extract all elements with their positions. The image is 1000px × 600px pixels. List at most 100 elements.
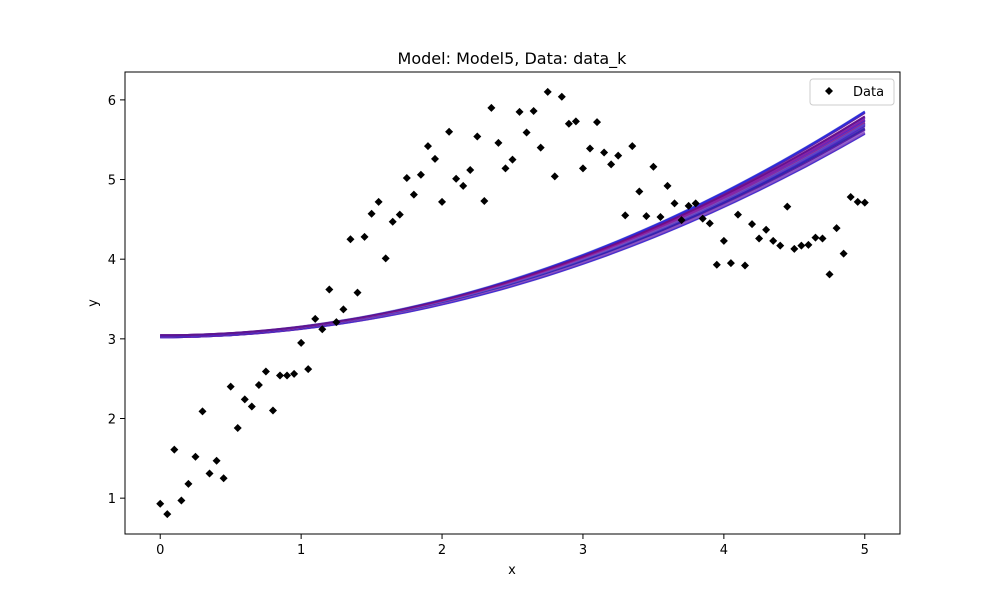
data-point — [804, 240, 813, 249]
data-point — [508, 155, 517, 164]
data-point — [184, 479, 193, 488]
data-point — [741, 261, 749, 270]
data-point — [381, 254, 390, 263]
x-tick-label: 1 — [297, 543, 305, 558]
data-point — [571, 117, 580, 126]
chart-title: Model: Model5, Data: data_k — [398, 49, 628, 69]
data-point — [776, 241, 785, 250]
data-point — [628, 142, 637, 151]
data-point — [388, 217, 397, 226]
data-point — [748, 220, 757, 229]
data-point — [635, 187, 644, 196]
data-point — [459, 181, 468, 190]
data-point — [600, 148, 609, 157]
y-tick-label: 5 — [108, 174, 116, 189]
data-point — [226, 382, 235, 391]
x-tick-label: 4 — [720, 543, 728, 558]
data-point — [769, 236, 778, 245]
data-point — [170, 445, 179, 454]
data-point — [705, 219, 714, 228]
data-point — [466, 165, 475, 174]
data-point — [332, 318, 341, 327]
data-point — [212, 456, 221, 465]
data-point — [487, 103, 496, 112]
data-point — [557, 92, 566, 101]
data-point — [656, 212, 665, 221]
data-point — [536, 143, 545, 152]
data-point — [473, 132, 482, 141]
data-point — [839, 249, 848, 258]
data-point — [593, 118, 602, 127]
data-point — [360, 232, 369, 241]
data-point — [247, 402, 256, 411]
data-point — [550, 172, 559, 181]
y-tick-label: 2 — [108, 413, 116, 428]
y-axis-label: y — [86, 299, 101, 307]
x-tick-label: 0 — [156, 543, 164, 558]
data-point — [755, 234, 764, 243]
x-axis: 0 1 2 3 4 5 — [156, 534, 869, 558]
data-point — [261, 367, 270, 376]
data-point — [670, 199, 679, 208]
data-point — [283, 371, 292, 380]
data-point — [325, 285, 334, 294]
data-point — [860, 198, 869, 207]
data-point — [832, 224, 841, 233]
data-point — [578, 164, 587, 173]
legend-marker-data — [825, 87, 833, 95]
data-point — [529, 107, 538, 116]
data-point — [853, 197, 862, 206]
y-tick-label: 3 — [108, 333, 116, 348]
data-point — [698, 214, 707, 223]
data-point — [607, 160, 616, 169]
data-point — [395, 210, 404, 219]
data-point — [797, 241, 806, 250]
data-point — [480, 197, 489, 206]
data-point — [191, 452, 200, 461]
data-point — [254, 381, 263, 390]
x-tick-label: 5 — [861, 543, 869, 558]
data-point — [564, 119, 573, 128]
data-point — [445, 127, 454, 136]
data-point — [402, 173, 411, 182]
data-point — [290, 369, 299, 378]
data-point — [438, 197, 447, 206]
data-point — [233, 424, 242, 433]
data-point — [733, 210, 742, 219]
data-point — [297, 338, 306, 347]
data-point — [409, 190, 418, 199]
data-point — [762, 225, 771, 234]
data-point — [240, 395, 249, 404]
data-point — [304, 365, 313, 374]
data-point — [219, 474, 228, 483]
y-tick-label: 4 — [108, 253, 116, 268]
data-point — [790, 244, 799, 253]
x-tick-label: 2 — [438, 543, 446, 558]
x-axis-label: x — [508, 563, 516, 578]
data-point — [712, 260, 721, 269]
data-point — [416, 170, 425, 179]
data-point — [642, 212, 651, 221]
data-point — [811, 233, 820, 242]
data-point — [494, 138, 503, 147]
data-point — [318, 325, 327, 334]
data-point — [353, 288, 362, 297]
data-point — [663, 181, 672, 190]
curves-layer — [160, 110, 866, 339]
data-point — [177, 496, 186, 505]
legend-box — [809, 78, 895, 106]
data-point — [649, 162, 658, 171]
data-point — [783, 202, 792, 211]
x-tick-label: 3 — [579, 543, 587, 558]
data-point — [825, 270, 834, 279]
legend-label-data: Data — [853, 85, 884, 100]
points-layer — [156, 87, 869, 519]
data-point — [501, 164, 510, 173]
data-point — [846, 193, 855, 202]
data-point — [586, 144, 594, 153]
data-point — [374, 197, 383, 206]
data-point — [621, 211, 630, 220]
data-point — [431, 154, 439, 163]
posterior-curve — [160, 110, 866, 337]
data-point — [726, 259, 735, 268]
